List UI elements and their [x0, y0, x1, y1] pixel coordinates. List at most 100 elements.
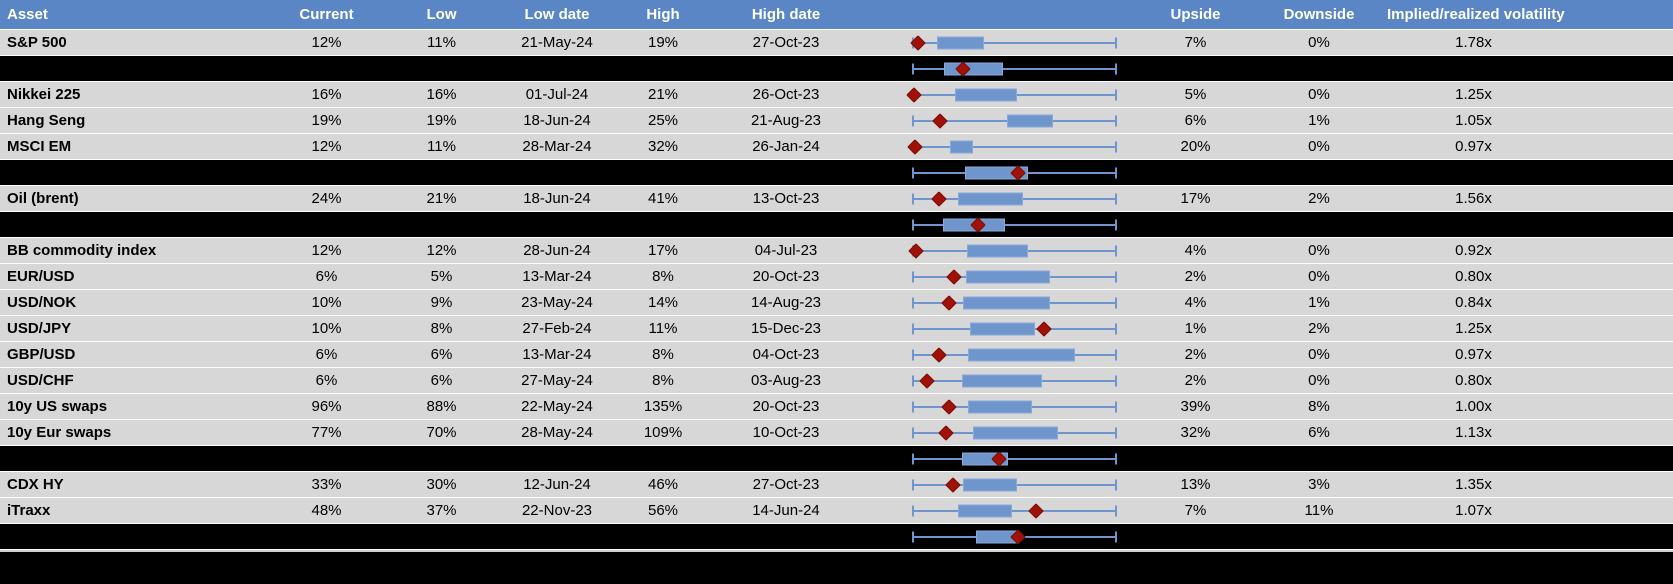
table-row: USD/CHF 6% 6% 27-May-24 8% 03-Aug-23 2% … — [0, 368, 1673, 394]
column-header-high-date: High date — [751, 6, 821, 23]
whisker-cap-right — [1115, 271, 1117, 282]
range-boxplot — [860, 524, 1140, 549]
cell-high-date: 03-Aug-23 — [750, 372, 822, 389]
range-box — [968, 348, 1076, 361]
whisker-cap-right — [1115, 141, 1117, 152]
whisker-cap-left — [912, 375, 914, 386]
cell-asset: USD/NOK — [7, 294, 77, 311]
cell-low: 21% — [426, 190, 457, 207]
range-box — [967, 244, 1029, 257]
cell-downside: 11% — [1304, 502, 1334, 519]
whisker-cap-right — [1115, 427, 1117, 438]
table-row: Hang Seng 19% 19% 18-Jun-24 25% 21-Aug-2… — [0, 108, 1673, 134]
range-box — [968, 400, 1033, 413]
whisker-cap-right — [1115, 323, 1117, 334]
whisker-cap-left — [912, 427, 914, 438]
cell-current: 12% — [311, 34, 342, 51]
whisker-cap-right — [1115, 63, 1117, 74]
cell-high-date: 27-Oct-23 — [752, 34, 820, 51]
cell-downside: 0% — [1308, 138, 1330, 155]
cell-asset: S&P 500 — [7, 34, 67, 51]
cell-high: 56% — [647, 502, 679, 519]
cell-low-date: 28-Mar-24 — [522, 138, 592, 155]
whisker-cap-right — [1115, 89, 1117, 100]
cell-current: 48% — [311, 502, 342, 519]
cell-asset: Oil (brent) — [7, 190, 79, 207]
cell-implied-realized-volatility: 0.97x — [1455, 346, 1492, 363]
cell-downside: 0% — [1308, 242, 1330, 259]
cell-low: 6% — [430, 372, 453, 389]
table-row: EUR/USD 6% 5% 13-Mar-24 8% 20-Oct-23 2% … — [0, 264, 1673, 290]
cell-high-date: 14-Aug-23 — [750, 294, 822, 311]
cell-low-date: 28-Jun-24 — [523, 242, 591, 259]
whisker-cap-right — [1115, 531, 1117, 542]
cell-high: 109% — [643, 424, 683, 441]
diamond-marker-icon — [906, 86, 922, 103]
range-box — [962, 296, 1050, 309]
cell-downside: 3% — [1308, 476, 1330, 493]
table-body: S&P 500 12% 11% 21-May-24 19% 27-Oct-23 … — [0, 30, 1673, 584]
whisker-cap-left — [912, 505, 914, 516]
table-header-row: Asset Current Low Low date High High dat… — [0, 0, 1673, 30]
cell-high-date: 20-Oct-23 — [752, 268, 820, 285]
summary-row — [0, 524, 1673, 550]
range-box — [943, 62, 1003, 75]
summary-row — [0, 160, 1673, 186]
cell-low: 9% — [430, 294, 453, 311]
cell-downside: 8% — [1308, 398, 1330, 415]
cell-high: 17% — [647, 242, 679, 259]
bottom-band — [0, 550, 1673, 584]
cell-high: 25% — [647, 112, 679, 129]
cell-implied-realized-volatility: 1.78x — [1455, 34, 1492, 51]
whisker-cap-right — [1115, 219, 1117, 230]
whisker-cap-right — [1115, 245, 1117, 256]
cell-current: 12% — [311, 138, 342, 155]
whisker-cap-left — [912, 297, 914, 308]
table-row: 10y Eur swaps 77% 70% 28-May-24 109% 10-… — [0, 420, 1673, 446]
range-boxplot — [860, 82, 1140, 107]
table-row: S&P 500 12% 11% 21-May-24 19% 27-Oct-23 … — [0, 30, 1673, 56]
whisker-cap-left — [912, 271, 914, 282]
cell-upside: 6% — [1184, 112, 1207, 129]
diamond-marker-icon — [919, 372, 936, 389]
table-row: BB commodity index 12% 12% 28-Jun-24 17%… — [0, 238, 1673, 264]
whisker-cap-right — [1115, 401, 1117, 412]
cell-high: 135% — [643, 398, 683, 415]
cell-low-date: 22-Nov-23 — [521, 502, 593, 519]
cell-high: 41% — [647, 190, 679, 207]
cell-high: 8% — [652, 372, 674, 389]
cell-upside: 7% — [1184, 502, 1207, 519]
cell-low-date: 28-May-24 — [521, 424, 593, 441]
cell-asset: iTraxx — [7, 502, 51, 519]
cell-high: 21% — [647, 86, 679, 103]
diamond-marker-icon — [930, 190, 947, 207]
whisker-track — [913, 223, 1117, 226]
whisker-track — [913, 457, 1117, 460]
cell-upside: 20% — [1180, 138, 1211, 155]
range-box — [1006, 114, 1053, 127]
range-boxplot — [860, 160, 1140, 185]
diamond-marker-icon — [944, 476, 961, 493]
diamond-marker-icon — [907, 138, 923, 155]
cell-asset: Nikkei 225 — [7, 86, 81, 103]
table-row: Nikkei 225 16% 16% 01-Jul-24 21% 26-Oct-… — [0, 82, 1673, 108]
whisker-cap-left — [912, 349, 914, 360]
cell-implied-realized-volatility: 0.92x — [1455, 242, 1492, 259]
cell-high: 32% — [647, 138, 679, 155]
cell-high-date: 14-Jun-24 — [752, 502, 820, 519]
table-row: USD/NOK 10% 9% 23-May-24 14% 14-Aug-23 4… — [0, 290, 1673, 316]
cell-asset: USD/JPY — [7, 320, 72, 337]
cell-low-date: 18-Jun-24 — [523, 112, 591, 129]
cell-asset: MSCI EM — [7, 138, 72, 155]
whisker-cap-right — [1115, 297, 1117, 308]
range-boxplot — [860, 420, 1140, 445]
cell-downside: 0% — [1308, 34, 1330, 51]
range-box — [970, 322, 1036, 335]
cell-asset: CDX HY — [7, 476, 64, 493]
cell-upside: 5% — [1184, 86, 1207, 103]
range-boxplot — [860, 498, 1140, 523]
column-header-current: Current — [299, 6, 354, 23]
cell-low-date: 01-Jul-24 — [525, 86, 589, 103]
range-boxplot — [860, 290, 1140, 315]
diamond-marker-icon — [908, 242, 924, 259]
